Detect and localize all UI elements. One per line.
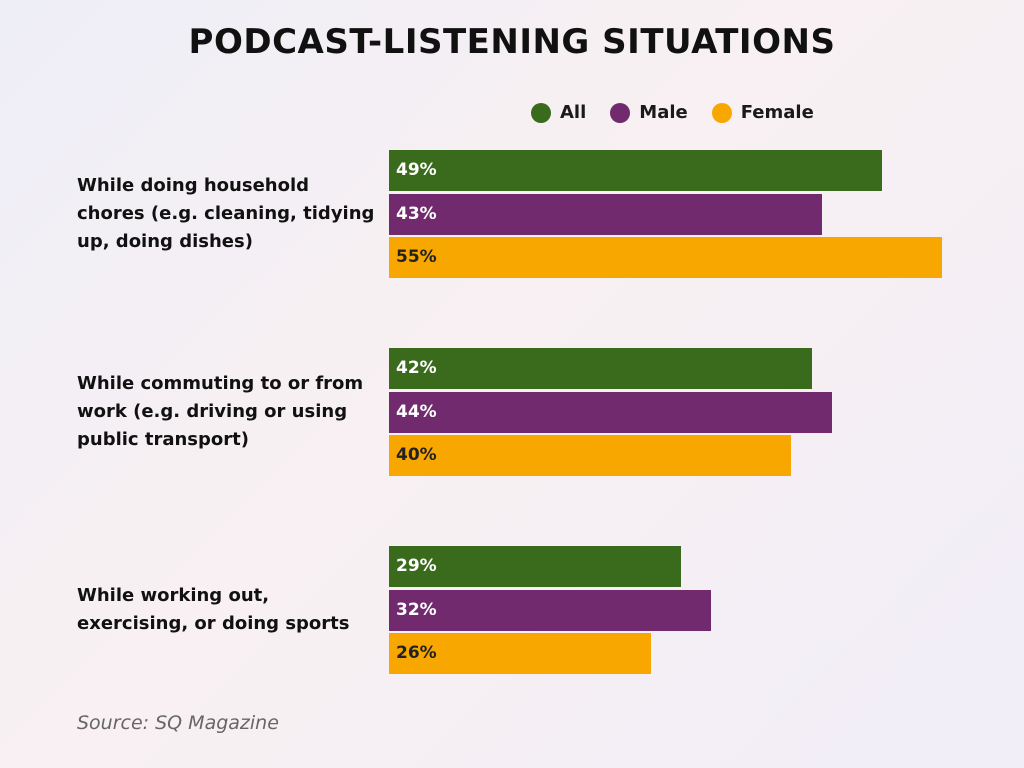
- legend-label: All: [560, 102, 587, 123]
- value-label: 55%: [396, 247, 437, 267]
- value-label: 32%: [396, 599, 437, 620]
- value-label: 42%: [396, 358, 437, 378]
- category-label: While commuting to or from work (e.g. dr…: [77, 373, 364, 450]
- legend: All Male Female: [531, 102, 814, 123]
- value-label: 29%: [396, 556, 437, 576]
- bar: [389, 546, 681, 587]
- legend-item: Female: [711, 102, 814, 123]
- bar: [389, 150, 882, 191]
- legend-label: Female: [740, 102, 814, 123]
- legend-item: Male: [610, 102, 688, 123]
- legend-label: Male: [639, 102, 688, 123]
- bar: [389, 237, 943, 278]
- category-label: While doing household chores (e.g. clean…: [77, 175, 375, 252]
- bar: [389, 435, 792, 476]
- value-label: 49%: [396, 160, 437, 180]
- chart-title: PODCAST-LISTENING SITUATIONS: [188, 22, 836, 62]
- legend-swatch: [610, 102, 631, 123]
- legend-item: All: [531, 102, 586, 123]
- bar: [389, 391, 832, 433]
- bar: [389, 589, 711, 631]
- value-label: 44%: [396, 401, 437, 422]
- value-label: 40%: [396, 445, 437, 465]
- bar: [389, 193, 822, 235]
- legend-swatch: [711, 102, 732, 123]
- category-label: While working out, exercising, or doing …: [77, 585, 350, 634]
- source: Source: SQ Magazine: [77, 712, 279, 734]
- bar: [389, 633, 651, 674]
- legend-swatch: [531, 102, 551, 123]
- value-label: 43%: [396, 203, 437, 224]
- bar: [389, 348, 812, 389]
- value-label: 26%: [396, 643, 437, 663]
